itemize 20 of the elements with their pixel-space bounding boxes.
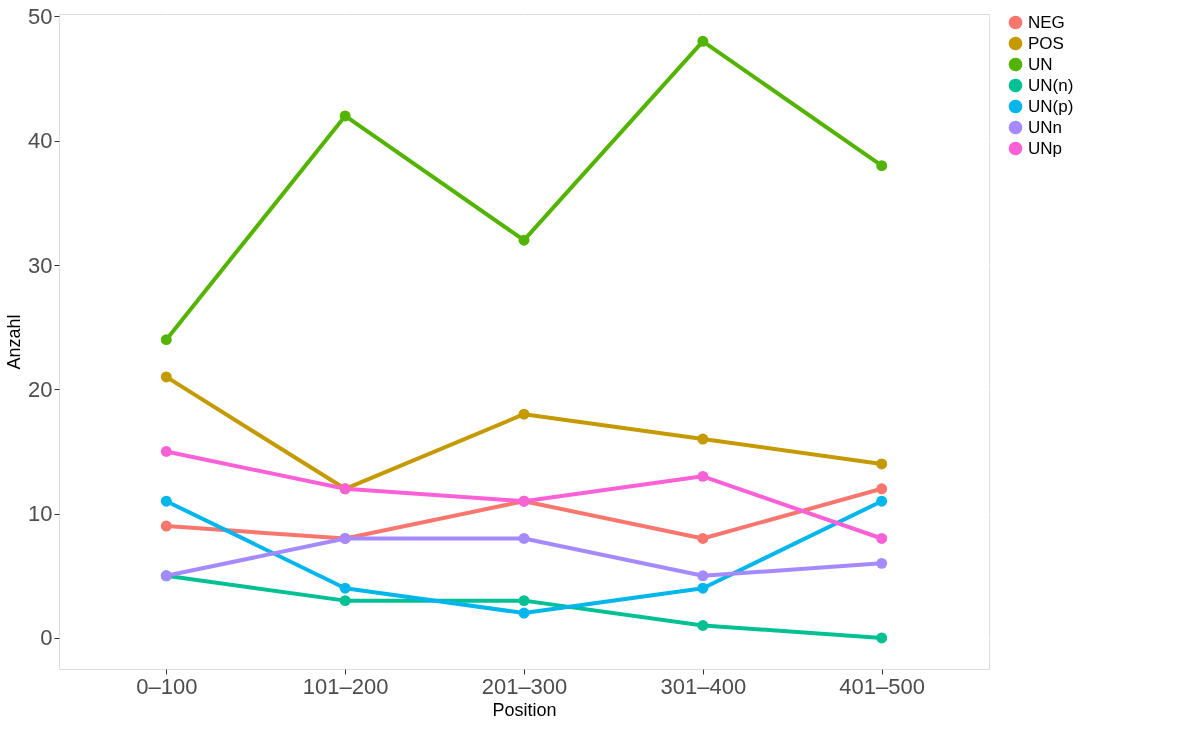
- y-tick-label: 20: [28, 376, 53, 402]
- legend-label: UN: [1028, 54, 1053, 74]
- y-tick-label: 0: [40, 625, 53, 651]
- legend-label: NEG: [1028, 12, 1065, 32]
- y-tick-label: 40: [28, 128, 53, 154]
- y-tick-label: 50: [28, 3, 53, 29]
- x-axis-title: Position: [492, 699, 557, 720]
- y-tick-label: 10: [28, 501, 53, 527]
- x-tick-label: 401–500: [839, 673, 926, 699]
- legend-label: UNn: [1028, 117, 1063, 137]
- x-tick-label: 101–200: [302, 673, 389, 699]
- legend-label: POS: [1028, 33, 1064, 53]
- y-tick-label: 30: [28, 252, 53, 278]
- legend-label: UN(p): [1028, 96, 1074, 116]
- x-tick-label: 301–400: [660, 673, 747, 699]
- legend-label: UN(n): [1028, 75, 1074, 95]
- x-tick-label: 0–100: [136, 673, 198, 699]
- y-axis-title: Anzahl: [4, 314, 25, 370]
- x-tick-label: 201–300: [481, 673, 568, 699]
- legend-label: UNp: [1028, 138, 1063, 158]
